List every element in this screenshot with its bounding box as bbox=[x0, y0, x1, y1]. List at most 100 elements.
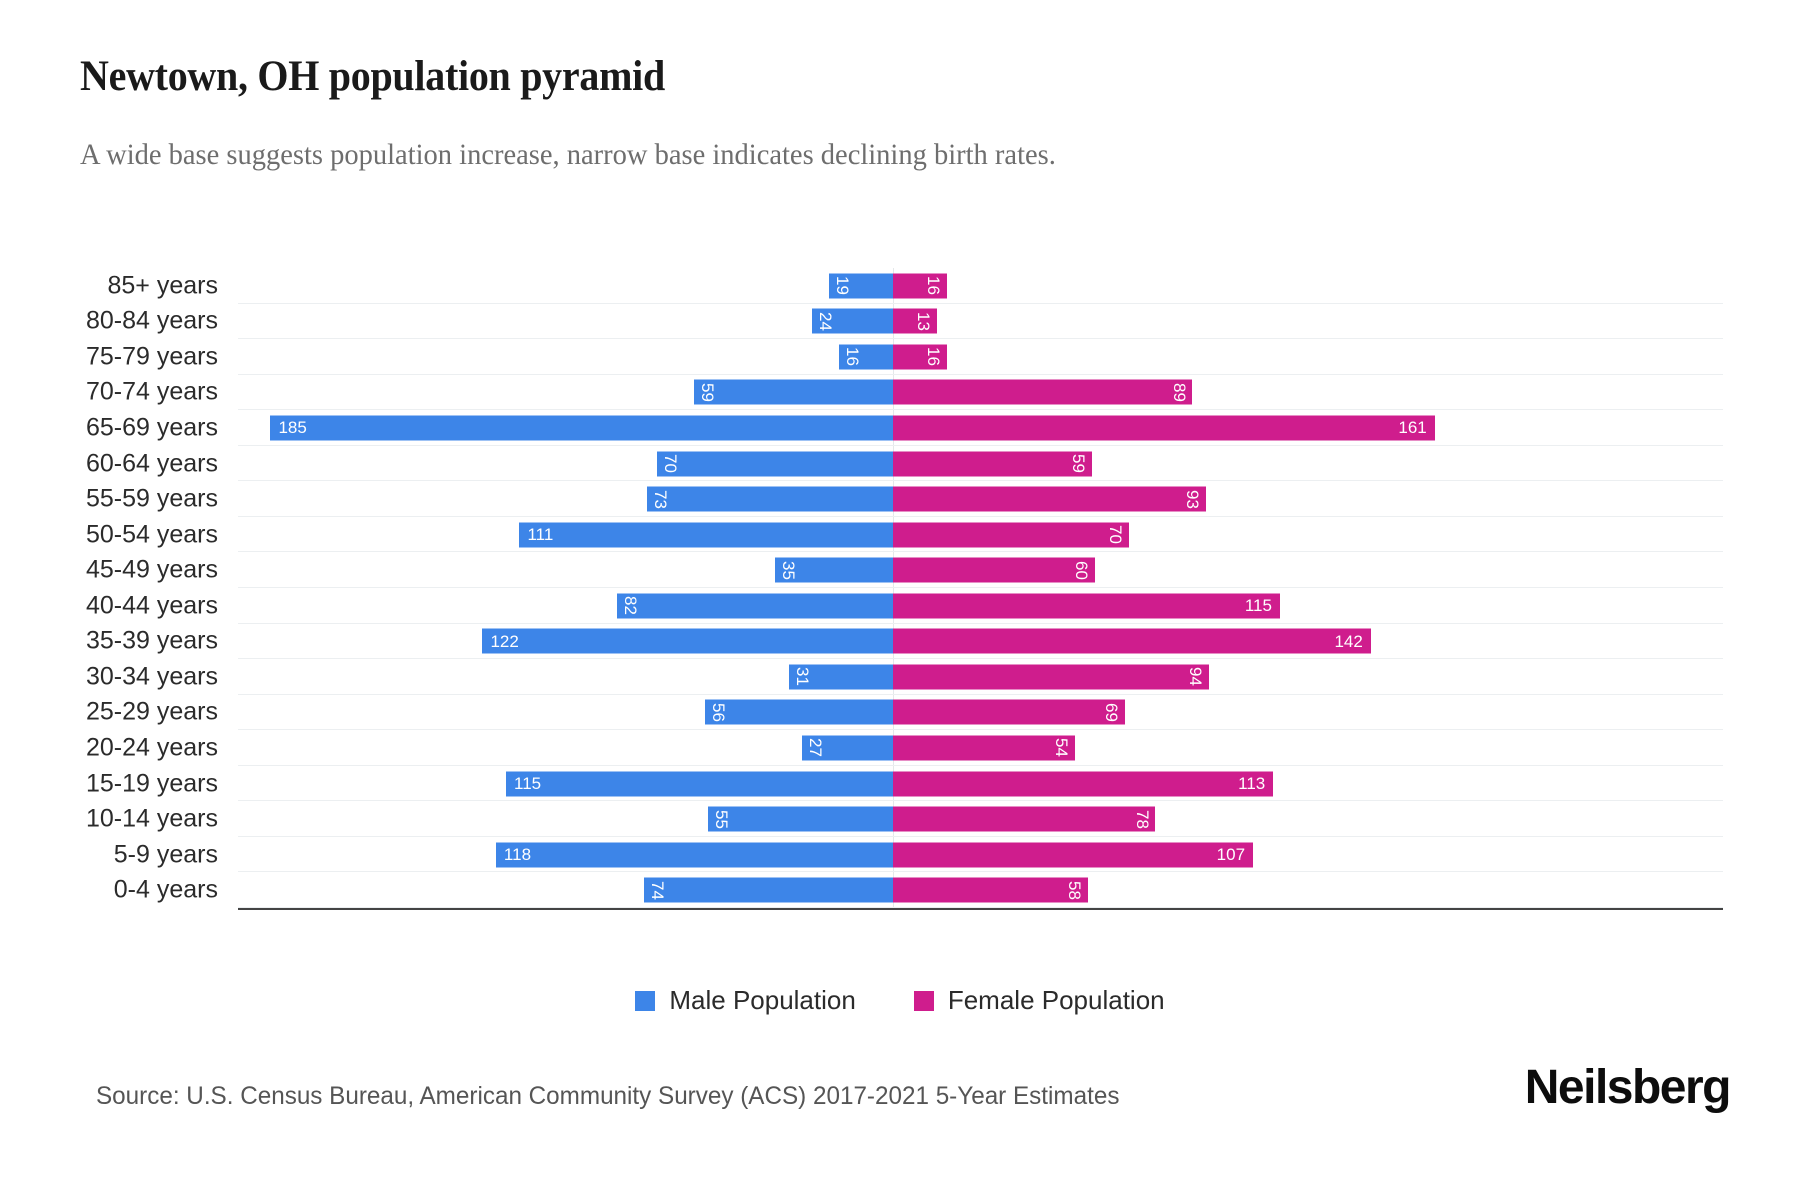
female-bar[interactable]: 16 bbox=[893, 344, 947, 370]
male-bar[interactable]: 122 bbox=[482, 628, 893, 654]
gridline bbox=[238, 871, 1723, 873]
pyramid-row: 65-69 years 185 161 bbox=[86, 410, 1723, 446]
y-axis-label: 15-19 years bbox=[85, 769, 218, 798]
y-axis-label: 40-44 years bbox=[85, 591, 218, 620]
female-bar[interactable]: 107 bbox=[893, 842, 1254, 868]
female-bar-value: 93 bbox=[1182, 489, 1202, 509]
male-bar[interactable]: 31 bbox=[788, 664, 893, 690]
pyramid-row: 0-4 years 74 58 bbox=[114, 872, 1723, 908]
male-bar[interactable]: 55 bbox=[707, 806, 893, 832]
pyramid-row: 75-79 years 16 16 bbox=[86, 339, 1723, 375]
male-bar[interactable]: 74 bbox=[643, 877, 893, 903]
female-bar-value: 107 bbox=[1216, 845, 1246, 865]
gridline bbox=[238, 729, 1723, 731]
male-bar[interactable]: 118 bbox=[495, 842, 893, 868]
female-bar-value: 58 bbox=[1065, 880, 1085, 900]
page-title: Newtown, OH population pyramid bbox=[80, 53, 665, 100]
male-bar[interactable]: 111 bbox=[519, 522, 893, 548]
male-bar[interactable]: 19 bbox=[829, 273, 893, 299]
female-bar[interactable]: 142 bbox=[893, 628, 1371, 654]
male-bar-value: 82 bbox=[621, 596, 641, 616]
female-bar-value: 78 bbox=[1132, 809, 1152, 829]
male-bar[interactable]: 185 bbox=[270, 415, 893, 441]
female-bar-value: 161 bbox=[1398, 418, 1427, 438]
female-bar[interactable]: 16 bbox=[893, 273, 947, 299]
male-bar-value: 55 bbox=[711, 809, 731, 829]
male-bar[interactable]: 35 bbox=[775, 557, 893, 583]
female-bar[interactable]: 113 bbox=[893, 771, 1274, 797]
male-bar-value: 74 bbox=[647, 880, 667, 900]
female-bar[interactable]: 70 bbox=[893, 522, 1129, 548]
female-bar[interactable]: 94 bbox=[893, 664, 1210, 690]
page-subtitle: A wide base suggests population increase… bbox=[80, 138, 1056, 171]
female-bar[interactable]: 78 bbox=[893, 806, 1156, 832]
male-bar[interactable]: 16 bbox=[839, 344, 893, 370]
gridline bbox=[238, 444, 1723, 446]
female-bar-value: 94 bbox=[1186, 667, 1206, 687]
female-bar[interactable]: 58 bbox=[893, 877, 1089, 903]
population-pyramid-plot: 85+ years 19 16 80-84 years 24 13 75-79 years 1… bbox=[86, 268, 1723, 910]
male-bar-value: 35 bbox=[779, 560, 799, 580]
y-axis-label: 60-64 years bbox=[85, 449, 218, 478]
y-axis-label: 65-69 years bbox=[85, 413, 218, 442]
pyramid-row: 60-64 years 70 59 bbox=[86, 446, 1723, 482]
legend-item-female[interactable]: Female Population bbox=[913, 985, 1165, 1016]
male-bar[interactable]: 59 bbox=[694, 379, 893, 405]
male-bar[interactable]: 70 bbox=[657, 451, 893, 477]
male-bar-value: 111 bbox=[527, 525, 554, 545]
male-bar-value: 16 bbox=[843, 347, 863, 367]
female-bar-value: 13 bbox=[913, 311, 933, 331]
y-axis-label: 0-4 years bbox=[113, 875, 218, 904]
gridline bbox=[238, 586, 1723, 588]
female-bar-value: 16 bbox=[923, 347, 943, 367]
male-bar-value: 19 bbox=[833, 276, 853, 296]
female-bar-value: 142 bbox=[1334, 631, 1363, 651]
male-bar-value: 70 bbox=[661, 454, 681, 473]
female-bar[interactable]: 89 bbox=[893, 379, 1193, 405]
male-bar-value: 31 bbox=[792, 667, 812, 687]
male-bar[interactable]: 73 bbox=[647, 486, 893, 512]
x-axis-line bbox=[238, 908, 1723, 910]
pyramid-row: 10-14 years 55 78 bbox=[86, 801, 1723, 837]
male-bar[interactable]: 56 bbox=[704, 699, 893, 725]
y-axis-label: 70-74 years bbox=[85, 377, 218, 406]
source-note: Source: U.S. Census Bureau, American Com… bbox=[96, 1082, 1120, 1110]
y-axis-label: 5-9 years bbox=[113, 840, 218, 869]
male-bar[interactable]: 115 bbox=[506, 771, 893, 797]
female-bar[interactable]: 69 bbox=[893, 699, 1126, 725]
gridline bbox=[238, 409, 1723, 411]
y-axis-label: 30-34 years bbox=[85, 662, 218, 691]
female-bar[interactable]: 60 bbox=[893, 557, 1095, 583]
pyramid-row: 80-84 years 24 13 bbox=[86, 304, 1723, 340]
gridline bbox=[238, 480, 1723, 482]
female-bar-value: 69 bbox=[1102, 702, 1122, 722]
female-bar-value: 59 bbox=[1068, 454, 1088, 473]
y-axis-label: 20-24 years bbox=[85, 733, 218, 762]
female-bar[interactable]: 54 bbox=[893, 735, 1075, 761]
y-axis-label: 55-59 years bbox=[85, 484, 218, 513]
legend-label-male: Male Population bbox=[669, 985, 856, 1015]
male-bar[interactable]: 27 bbox=[802, 735, 893, 761]
gridline bbox=[238, 515, 1723, 517]
female-bar[interactable]: 93 bbox=[893, 486, 1206, 512]
male-bar-value: 73 bbox=[651, 489, 671, 509]
pyramid-row: 55-59 years 73 93 bbox=[86, 481, 1723, 517]
female-bar-value: 16 bbox=[923, 276, 943, 296]
pyramid-row: 30-34 years 31 94 bbox=[86, 659, 1723, 695]
female-bar[interactable]: 115 bbox=[893, 593, 1280, 619]
y-axis-label: 85+ years bbox=[107, 271, 219, 300]
male-bar[interactable]: 82 bbox=[617, 593, 893, 619]
female-bar[interactable]: 161 bbox=[893, 415, 1435, 441]
male-bar[interactable]: 24 bbox=[812, 308, 893, 334]
gridline bbox=[238, 302, 1723, 304]
female-bar-value: 115 bbox=[1244, 596, 1272, 616]
y-axis-label: 25-29 years bbox=[85, 697, 218, 726]
female-bar[interactable]: 59 bbox=[893, 451, 1092, 477]
female-bar-value: 60 bbox=[1071, 560, 1091, 580]
female-bar[interactable]: 13 bbox=[893, 308, 937, 334]
legend-swatch-female-icon bbox=[913, 990, 934, 1011]
legend-item-male[interactable]: Male Population bbox=[635, 985, 856, 1016]
female-bar-value: 70 bbox=[1105, 525, 1125, 545]
legend-label-female: Female Population bbox=[947, 985, 1165, 1015]
gridline bbox=[238, 835, 1723, 837]
